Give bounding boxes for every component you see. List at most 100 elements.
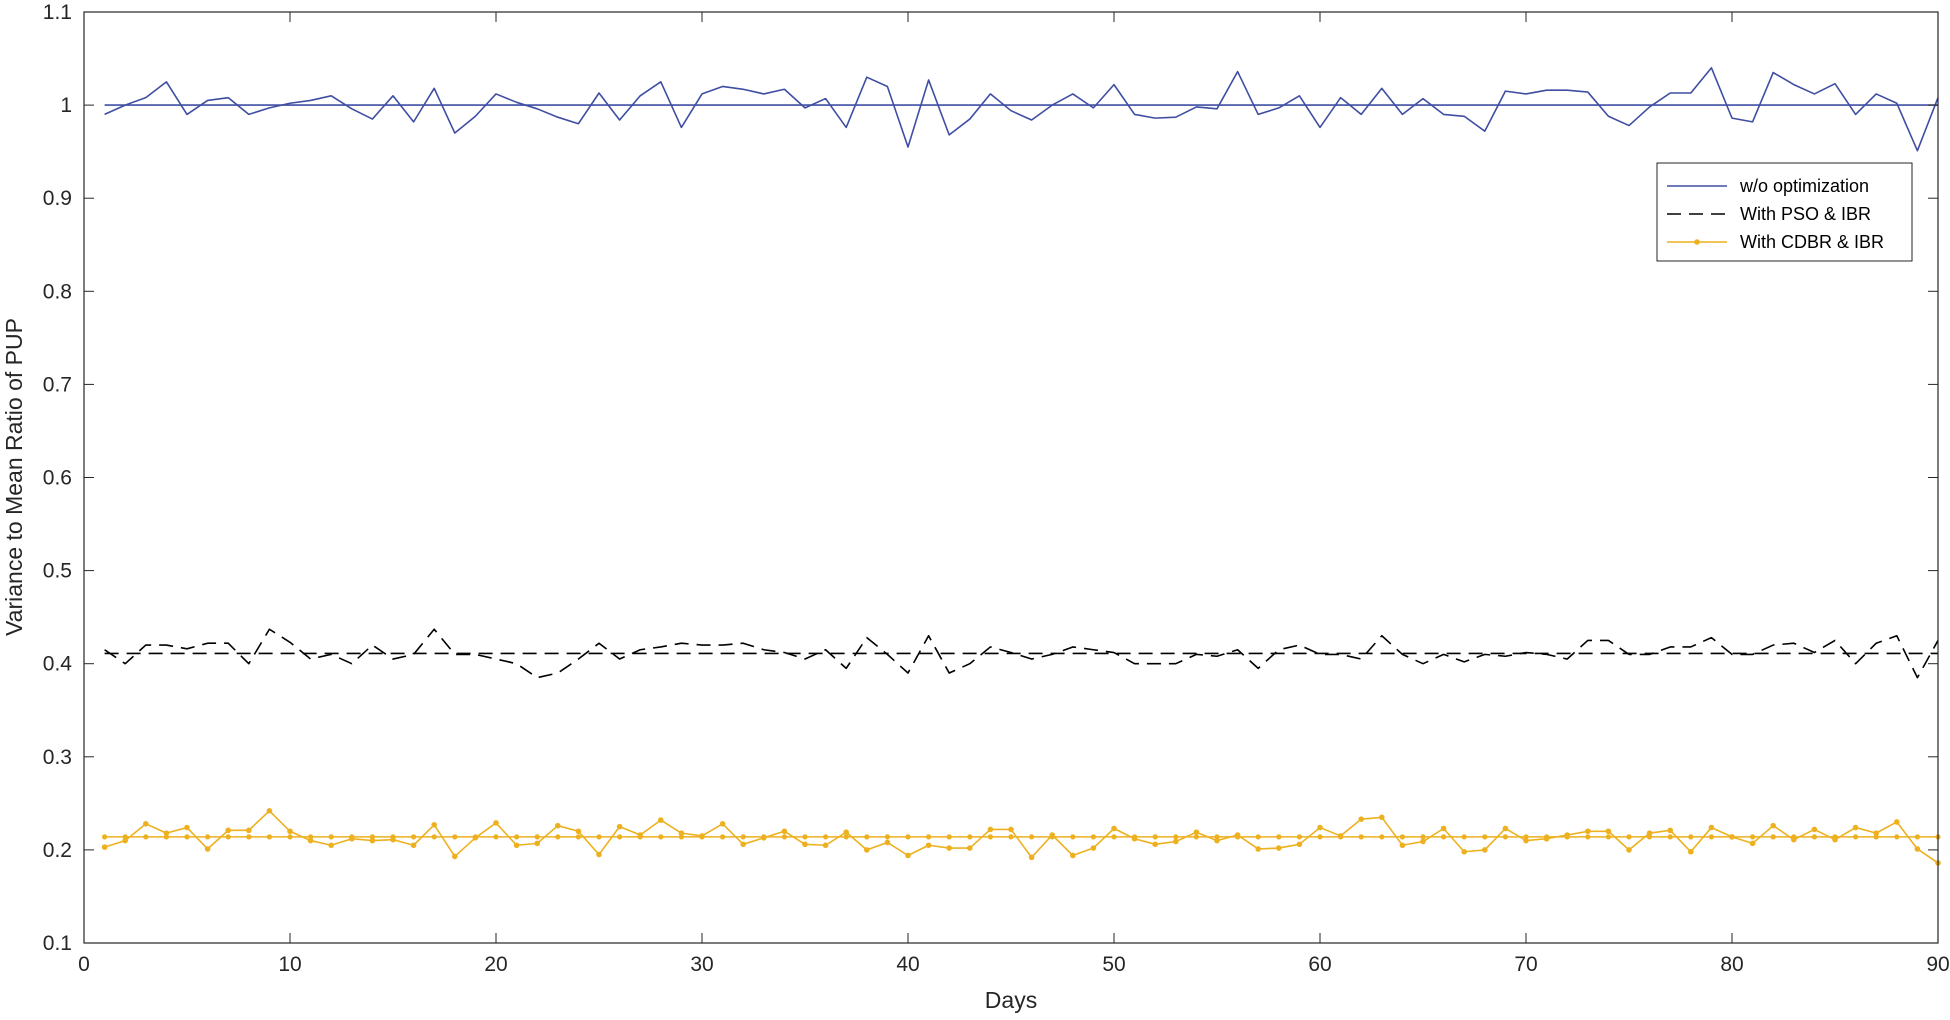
mean-marker-with-cdbr-ibr bbox=[617, 834, 623, 840]
x-tick-label: 60 bbox=[1308, 953, 1331, 976]
data-point-with-cdbr-ibr bbox=[987, 826, 994, 833]
legend: w/o optimization With PSO & IBR With CDB… bbox=[1656, 162, 1913, 262]
mean-marker-with-cdbr-ibr bbox=[1544, 834, 1550, 840]
mean-marker-with-cdbr-ibr bbox=[1482, 834, 1488, 840]
data-point-with-cdbr-ibr bbox=[658, 817, 664, 823]
data-point-with-cdbr-ibr bbox=[1440, 825, 1447, 832]
mean-marker-with-cdbr-ibr bbox=[390, 834, 396, 840]
mean-marker-with-cdbr-ibr bbox=[514, 834, 520, 840]
mean-marker-with-cdbr-ibr bbox=[1750, 834, 1756, 840]
mean-marker-with-cdbr-ibr bbox=[1647, 834, 1653, 840]
data-point-with-cdbr-ibr bbox=[1028, 854, 1035, 861]
data-point-with-cdbr-ibr bbox=[1502, 825, 1509, 832]
mean-marker-with-cdbr-ibr bbox=[1255, 834, 1261, 840]
x-tick-label: 70 bbox=[1514, 953, 1537, 976]
y-tick-label: 1 bbox=[60, 94, 72, 117]
mean-marker-with-cdbr-ibr bbox=[1667, 834, 1673, 840]
data-point-with-cdbr-ibr bbox=[843, 829, 849, 836]
data-point-with-cdbr-ibr bbox=[101, 844, 108, 850]
data-point-with-cdbr-ibr bbox=[864, 847, 870, 853]
mean-marker-with-cdbr-ibr bbox=[1049, 834, 1055, 840]
data-point-with-cdbr-ibr bbox=[1152, 841, 1158, 848]
mean-marker-with-cdbr-ibr bbox=[658, 834, 664, 840]
data-point-with-cdbr-ibr bbox=[555, 822, 561, 829]
y-tick-label: 1.1 bbox=[43, 1, 72, 24]
data-point-with-cdbr-ibr bbox=[1173, 838, 1179, 845]
data-point-with-cdbr-ibr bbox=[1111, 825, 1117, 832]
mean-marker-with-cdbr-ibr bbox=[884, 834, 891, 840]
mean-marker-with-cdbr-ibr bbox=[740, 834, 746, 840]
data-point-with-cdbr-ibr bbox=[781, 828, 788, 835]
data-point-with-cdbr-ibr bbox=[1193, 829, 1200, 836]
mean-marker-with-cdbr-ibr bbox=[411, 834, 417, 840]
data-point-with-cdbr-ibr bbox=[1605, 828, 1612, 835]
mean-marker-with-cdbr-ibr bbox=[1317, 834, 1323, 840]
mean-marker-with-cdbr-ibr bbox=[1132, 834, 1138, 840]
data-point-with-cdbr-ibr bbox=[678, 830, 685, 836]
x-tick-label: 50 bbox=[1102, 953, 1125, 976]
data-point-with-cdbr-ibr bbox=[596, 851, 602, 858]
data-point-with-cdbr-ibr bbox=[225, 827, 231, 834]
mean-marker-with-cdbr-ibr bbox=[1523, 834, 1529, 840]
y-tick-label: 0.4 bbox=[43, 653, 73, 676]
mean-marker-with-cdbr-ibr bbox=[266, 834, 272, 840]
data-point-with-cdbr-ibr bbox=[1811, 826, 1818, 833]
mean-marker-with-cdbr-ibr bbox=[926, 834, 932, 840]
mean-marker-with-cdbr-ibr bbox=[720, 834, 726, 840]
data-point-with-cdbr-ibr bbox=[287, 828, 293, 835]
mean-marker-with-cdbr-ibr bbox=[369, 834, 375, 840]
mean-marker-with-cdbr-ibr bbox=[1152, 834, 1158, 840]
mean-marker-with-cdbr-ibr bbox=[1502, 834, 1508, 840]
mean-marker-with-cdbr-ibr bbox=[163, 834, 169, 840]
mean-marker-with-cdbr-ibr bbox=[967, 834, 973, 840]
mean-marker-with-cdbr-ibr bbox=[1090, 834, 1096, 840]
mean-marker-with-cdbr-ibr bbox=[472, 834, 478, 840]
plot-area bbox=[84, 12, 1938, 943]
data-point-with-cdbr-ibr bbox=[1461, 848, 1467, 855]
mean-marker-with-cdbr-ibr bbox=[1853, 834, 1859, 840]
mean-marker-with-cdbr-ibr bbox=[452, 834, 458, 840]
mean-marker-with-cdbr-ibr bbox=[1626, 834, 1632, 840]
y-tick-label: 0.8 bbox=[43, 280, 72, 303]
data-point-with-cdbr-ibr bbox=[1708, 824, 1715, 831]
x-tick-label: 0 bbox=[78, 953, 90, 976]
mean-marker-with-cdbr-ibr bbox=[1173, 834, 1179, 840]
mean-marker-with-cdbr-ibr bbox=[699, 834, 705, 840]
mean-marker-with-cdbr-ibr bbox=[1791, 834, 1797, 840]
data-point-with-cdbr-ibr bbox=[719, 821, 726, 827]
mean-marker-with-cdbr-ibr bbox=[1193, 834, 1199, 840]
mean-marker-with-cdbr-ibr bbox=[1338, 834, 1344, 840]
data-point-with-cdbr-ibr bbox=[1379, 814, 1385, 821]
x-tick-label: 90 bbox=[1926, 953, 1949, 976]
legend-box bbox=[1656, 162, 1913, 262]
mean-marker-with-cdbr-ibr bbox=[781, 834, 788, 840]
x-axis-label: Days bbox=[985, 987, 1037, 1013]
data-point-with-cdbr-ibr bbox=[740, 841, 746, 848]
data-point-with-cdbr-ibr bbox=[513, 842, 520, 849]
y-tick-label: 0.2 bbox=[43, 839, 72, 862]
data-point-with-cdbr-ibr bbox=[1646, 830, 1653, 836]
y-axis-label: Variance to Mean Ratio of PUP bbox=[1, 318, 27, 636]
data-point-with-cdbr-ibr bbox=[122, 837, 128, 844]
data-point-with-cdbr-ibr bbox=[1852, 824, 1859, 831]
data-point-with-cdbr-ibr bbox=[369, 837, 376, 844]
mean-marker-with-cdbr-ibr bbox=[802, 834, 808, 840]
data-point-with-cdbr-ibr bbox=[1255, 846, 1261, 852]
mean-marker-with-cdbr-ibr bbox=[184, 834, 190, 840]
mean-marker-with-cdbr-ibr bbox=[1894, 834, 1900, 840]
mean-marker-with-cdbr-ibr bbox=[1029, 834, 1035, 840]
mean-marker-with-cdbr-ibr bbox=[1708, 834, 1714, 840]
data-point-with-cdbr-ibr bbox=[967, 845, 973, 851]
mean-marker-with-cdbr-ibr bbox=[823, 834, 829, 840]
data-point-with-cdbr-ibr bbox=[328, 842, 335, 849]
data-point-with-cdbr-ibr bbox=[184, 824, 190, 831]
data-point-with-cdbr-ibr bbox=[1214, 837, 1220, 844]
y-tick-label: 0.5 bbox=[43, 560, 72, 583]
mean-marker-with-cdbr-ibr bbox=[1564, 834, 1570, 840]
y-tick-label: 0.7 bbox=[43, 373, 72, 396]
data-point-with-cdbr-ibr bbox=[1667, 827, 1673, 834]
legend-label-cdbr-ibr: With CDBR & IBR bbox=[1740, 232, 1884, 252]
series-line-with-pso-ibr bbox=[104, 628, 1939, 679]
data-point-with-cdbr-ibr bbox=[905, 852, 911, 859]
